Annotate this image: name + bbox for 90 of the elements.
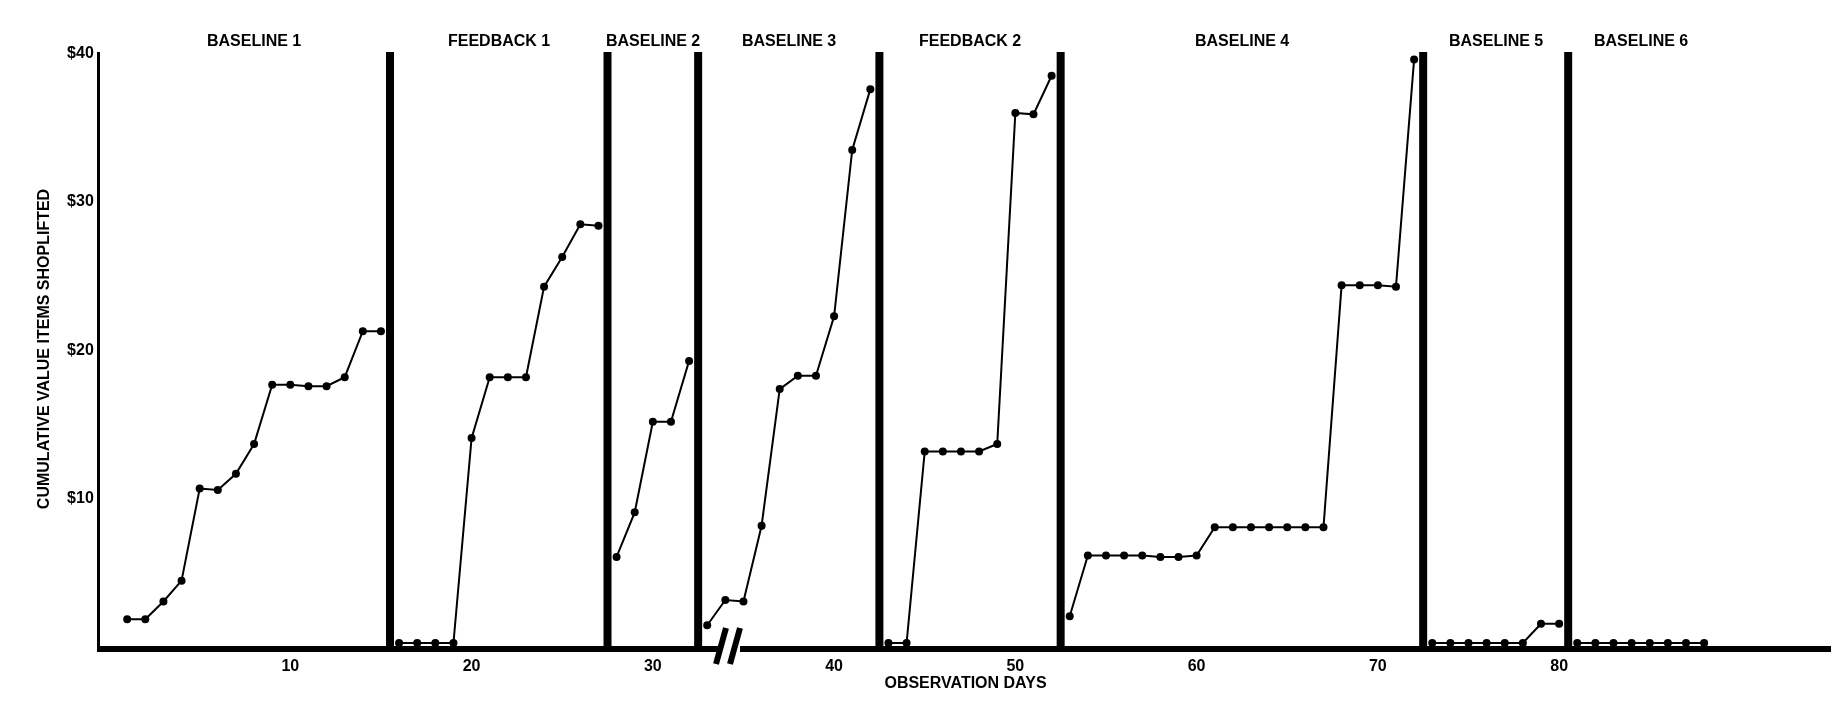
point xyxy=(848,146,857,155)
point xyxy=(630,508,639,517)
point xyxy=(1319,523,1328,532)
point xyxy=(1065,612,1074,621)
point xyxy=(1192,551,1201,560)
y-tick-label: $10 xyxy=(67,489,94,507)
point xyxy=(503,373,512,382)
point xyxy=(1210,523,1219,532)
point xyxy=(685,356,694,365)
point xyxy=(1536,619,1545,628)
point xyxy=(721,595,730,604)
point xyxy=(1337,281,1346,290)
point xyxy=(340,373,349,382)
text: BASELINE 5 xyxy=(1449,32,1544,49)
x-tick-label: 30 xyxy=(643,657,662,675)
point xyxy=(612,552,621,561)
point xyxy=(213,486,222,495)
point xyxy=(1156,552,1165,561)
point xyxy=(159,597,168,606)
point xyxy=(231,469,240,478)
point xyxy=(558,252,567,261)
point xyxy=(1391,282,1400,291)
point xyxy=(775,385,784,394)
point xyxy=(1011,108,1020,117)
x-tick-label: 80 xyxy=(1550,657,1569,675)
x-axis-title: OBSERVATION DAYS xyxy=(884,674,1047,692)
point xyxy=(485,373,494,382)
text: BASELINE 4 xyxy=(1195,32,1290,49)
x-tick-label: 50 xyxy=(1006,657,1025,675)
point xyxy=(576,220,585,229)
point xyxy=(938,447,947,456)
text: BASELINE 1 xyxy=(207,32,302,49)
point xyxy=(123,615,132,624)
point xyxy=(141,615,150,624)
point xyxy=(1138,551,1147,560)
y-tick-label: $20 xyxy=(67,340,94,358)
point xyxy=(358,327,367,336)
x-tick-label: 40 xyxy=(825,657,844,675)
text: BASELINE 3 xyxy=(742,32,837,49)
point xyxy=(1301,523,1310,532)
point xyxy=(540,282,549,291)
point xyxy=(1283,523,1292,532)
y-tick-label: $30 xyxy=(67,192,94,210)
text: FEEDBACK 1 xyxy=(448,32,551,49)
point xyxy=(1047,71,1056,80)
point xyxy=(866,85,875,94)
point xyxy=(1555,619,1564,628)
point xyxy=(830,312,839,321)
y-axis-title: CUMULATIVE VALUE ITEMS SHOPLIFTED xyxy=(35,188,52,510)
point xyxy=(666,417,675,426)
point xyxy=(993,440,1002,449)
x-tick-label: 60 xyxy=(1187,657,1206,675)
point xyxy=(1355,281,1364,290)
point xyxy=(1246,523,1255,532)
y-tick-label: $40 xyxy=(67,43,94,61)
point xyxy=(322,382,331,391)
point xyxy=(1228,523,1237,532)
point xyxy=(594,221,603,230)
point xyxy=(1083,551,1092,560)
point xyxy=(703,621,712,630)
point xyxy=(1265,523,1274,532)
text: FEEDBACK 2 xyxy=(919,32,1022,49)
text: BASELINE 6 xyxy=(1594,32,1689,49)
x-tick-label: 20 xyxy=(462,657,481,675)
point xyxy=(648,417,657,426)
point xyxy=(1120,551,1129,560)
point xyxy=(811,371,820,380)
point xyxy=(521,373,530,382)
text: BASELINE 2 xyxy=(606,32,701,49)
point xyxy=(467,434,476,443)
point xyxy=(793,371,802,380)
point xyxy=(250,440,259,449)
point xyxy=(268,380,277,389)
point xyxy=(177,576,186,585)
point xyxy=(1101,551,1110,560)
point xyxy=(920,447,929,456)
point xyxy=(975,447,984,456)
point xyxy=(195,484,204,493)
point xyxy=(1029,110,1038,119)
point xyxy=(1373,281,1382,290)
point xyxy=(956,447,965,456)
point xyxy=(286,380,295,389)
point xyxy=(1410,55,1419,64)
x-tick-label: 10 xyxy=(281,657,300,675)
point xyxy=(1174,552,1183,561)
point xyxy=(739,597,748,606)
point xyxy=(376,327,385,336)
point xyxy=(757,521,766,530)
point xyxy=(304,382,313,391)
x-tick-label: 70 xyxy=(1368,657,1387,675)
